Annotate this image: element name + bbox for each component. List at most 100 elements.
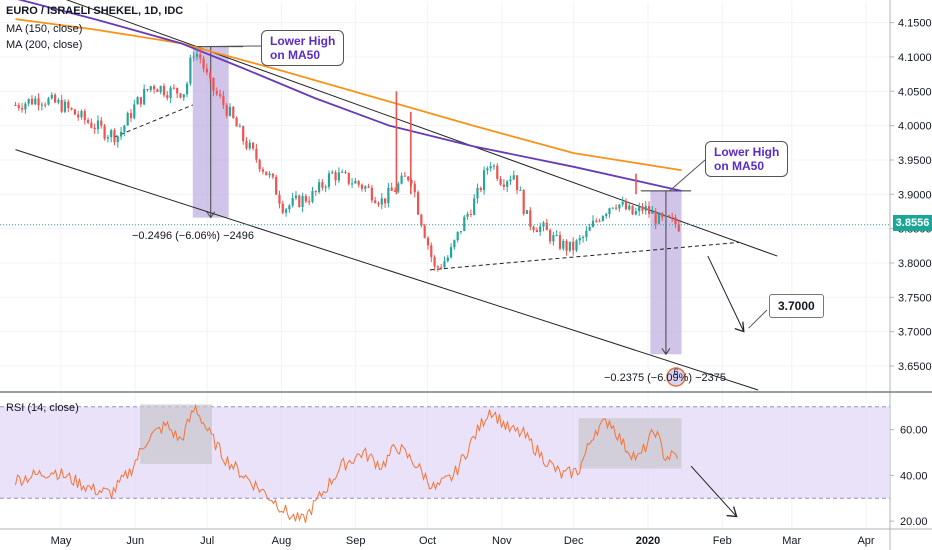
candle [281, 200, 284, 215]
candle [380, 193, 383, 210]
candle-body [317, 182, 321, 192]
candle [367, 183, 370, 189]
candle [667, 214, 670, 218]
candle-body [545, 222, 548, 231]
candle [324, 184, 327, 193]
candle [143, 84, 146, 106]
candle [436, 265, 439, 272]
candle [486, 166, 489, 175]
candle [502, 179, 505, 191]
candle-body [44, 104, 47, 106]
candle-body [539, 226, 542, 233]
candle-body [654, 211, 657, 224]
candle-body [119, 131, 123, 137]
candle-body [136, 97, 139, 105]
candle-body [238, 126, 241, 128]
candle [93, 123, 96, 134]
candle-body [291, 197, 294, 206]
candle [251, 141, 255, 151]
candle-body [156, 89, 159, 93]
candle [374, 196, 377, 204]
candle-body [360, 184, 364, 189]
candle [542, 221, 545, 232]
candle-body [651, 211, 654, 214]
time-tick-label-2: Jul [200, 535, 214, 547]
target-connector [748, 309, 768, 329]
candle [156, 88, 159, 93]
callout-right-line-1: Lower High [714, 145, 780, 159]
candle-body [374, 200, 377, 204]
candle [139, 97, 142, 108]
candle-body [149, 86, 152, 91]
measure-label-left: −0.2496 (−6.06%) −2496 [132, 230, 255, 242]
candle [350, 178, 354, 189]
candle-body [509, 179, 512, 182]
candle [225, 103, 228, 119]
candle-body [357, 180, 360, 185]
candle-body [284, 209, 288, 213]
candle-body [611, 207, 614, 209]
candle [651, 206, 654, 214]
candle [77, 110, 80, 121]
candle [677, 220, 680, 233]
candle-body [232, 106, 235, 118]
callout-left-line-2: on MA50 [270, 48, 321, 62]
candle-body [492, 165, 496, 167]
candle-body [242, 126, 245, 142]
candle-body [30, 98, 34, 105]
candle [159, 85, 162, 95]
candle-body [67, 101, 70, 109]
candle [641, 202, 644, 214]
candle-body [172, 87, 175, 89]
candle-body [482, 170, 486, 191]
candle-body [449, 247, 453, 258]
candle-body [347, 172, 350, 184]
candle-body [40, 104, 43, 106]
candle [638, 202, 641, 216]
trendline-2 [113, 104, 193, 138]
candle [209, 68, 212, 83]
candle [463, 215, 466, 232]
candle [90, 118, 93, 129]
candle [126, 111, 129, 126]
candle [119, 127, 123, 140]
candle [334, 170, 337, 186]
candle [271, 173, 274, 180]
current-price-badge: 3.8556 [893, 215, 932, 231]
candle [532, 225, 535, 233]
price-tick-label-2: 3.7500 [898, 292, 932, 304]
time-tick-label-3: Aug [272, 535, 292, 547]
candle [403, 171, 406, 177]
callout-left-connector [193, 45, 262, 48]
candle [558, 231, 562, 251]
candle-body [73, 109, 76, 115]
time-tick-label-0: May [51, 535, 72, 547]
candle [37, 93, 40, 111]
candle [588, 223, 591, 231]
candle-body [390, 187, 393, 191]
candle [218, 89, 222, 99]
candle-body [466, 214, 469, 217]
candle [565, 239, 568, 256]
candle [443, 256, 446, 268]
candle-body [377, 203, 380, 205]
candle [189, 54, 192, 86]
time-tick-label-11: Apr [857, 535, 874, 547]
candle-body [166, 95, 169, 99]
candle-body [565, 240, 568, 251]
candle [413, 180, 416, 198]
candle-body [638, 206, 641, 212]
candle [34, 95, 37, 106]
candle-body [34, 98, 37, 105]
candle-body [182, 94, 185, 98]
candle-body [314, 190, 317, 192]
candle-body [169, 87, 172, 99]
candle-body [515, 175, 519, 191]
candle [60, 94, 63, 114]
candle-body [268, 173, 271, 176]
candle [86, 117, 90, 125]
candle [383, 198, 387, 208]
candle-body [113, 130, 116, 143]
candle-body [456, 231, 459, 241]
